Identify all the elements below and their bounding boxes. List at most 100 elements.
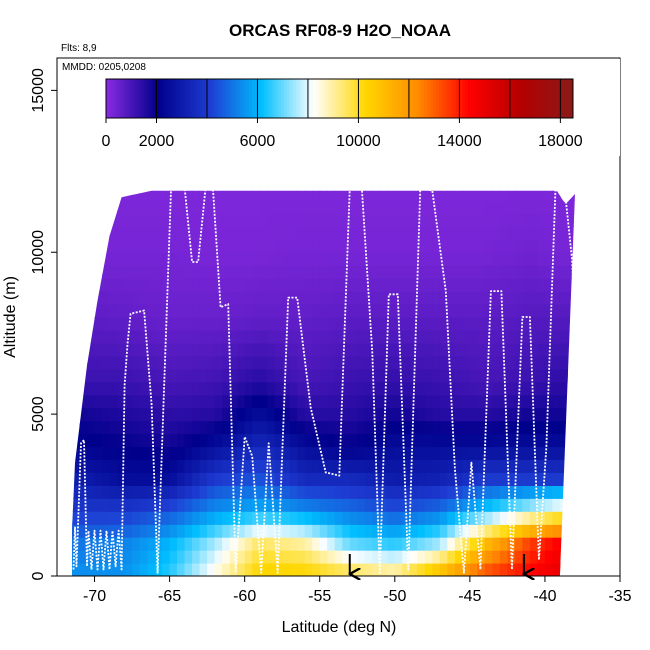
h2o-cell xyxy=(447,368,456,383)
h2o-cell xyxy=(117,200,126,214)
h2o-cell xyxy=(357,304,366,318)
h2o-cell xyxy=(568,162,576,176)
h2o-cell xyxy=(297,162,305,176)
h2o-cell xyxy=(424,342,433,357)
h2o-cell xyxy=(177,239,186,253)
h2o-cell xyxy=(537,342,546,357)
h2o-cell xyxy=(387,200,396,214)
h2o-cell xyxy=(499,511,508,525)
h2o-cell xyxy=(199,485,208,499)
h2o-cell xyxy=(94,446,103,460)
h2o-cell xyxy=(342,200,351,214)
h2o-cell xyxy=(229,190,238,201)
h2o-cell xyxy=(529,498,538,512)
h2o-cell xyxy=(207,355,216,370)
h2o-cell xyxy=(417,407,426,422)
h2o-cell xyxy=(372,563,381,576)
h2o-cell xyxy=(394,342,403,357)
h2o-cell xyxy=(349,317,358,331)
h2o-cell xyxy=(282,511,291,525)
h2o-cell xyxy=(439,498,448,512)
h2o-cell xyxy=(334,226,343,240)
h2o-cell xyxy=(222,446,231,460)
colorbar-segment xyxy=(281,79,285,118)
h2o-cell xyxy=(154,472,163,486)
h2o-cell xyxy=(507,190,516,201)
h2o-cell xyxy=(274,226,283,240)
h2o-cell xyxy=(214,485,223,499)
h2o-cell xyxy=(364,563,373,576)
h2o-cell xyxy=(379,563,388,576)
h2o-cell xyxy=(507,459,516,473)
h2o-cell xyxy=(477,433,486,448)
colorbar-segment xyxy=(438,79,443,118)
h2o-cell xyxy=(177,550,186,564)
colorbar-segment xyxy=(111,79,116,118)
h2o-cell xyxy=(304,381,313,396)
colorbar-segment xyxy=(435,79,440,118)
h2o-cell xyxy=(199,407,208,422)
colorbar-segment xyxy=(354,79,358,118)
h2o-cell xyxy=(499,524,508,538)
h2o-cell xyxy=(387,213,396,227)
h2o-cell xyxy=(424,291,433,305)
h2o-cell xyxy=(424,550,433,564)
h2o-cell xyxy=(559,330,568,344)
colorbar-segment xyxy=(129,79,133,118)
colorbar-segment xyxy=(138,79,142,118)
colorbar-segment xyxy=(488,79,492,118)
h2o-cell xyxy=(259,485,268,499)
h2o-cell xyxy=(184,304,193,318)
flight-track-layer xyxy=(72,186,590,574)
h2o-cell xyxy=(350,175,358,189)
h2o-cell xyxy=(297,420,306,435)
h2o-cell xyxy=(537,190,546,201)
h2o-cell xyxy=(544,317,553,331)
colorbar-segment xyxy=(345,79,349,118)
h2o-cell xyxy=(79,511,88,525)
h2o-cell xyxy=(514,524,523,538)
h2o-cell xyxy=(492,265,501,279)
h2o-cell xyxy=(394,190,403,201)
h2o-cell xyxy=(567,511,575,525)
colorbar-segment xyxy=(330,79,335,118)
h2o-cell xyxy=(72,355,81,370)
h2o-cell xyxy=(117,239,126,253)
h2o-cell xyxy=(447,563,456,576)
h2o-cell xyxy=(439,291,448,305)
h2o-cell xyxy=(499,239,508,253)
h2o-cell xyxy=(274,420,283,435)
h2o-cell xyxy=(312,420,321,435)
colorbar-tick-label: 18000 xyxy=(538,133,583,150)
h2o-cell xyxy=(372,265,381,279)
h2o-cell xyxy=(469,330,478,344)
h2o-cell xyxy=(177,342,186,357)
h2o-cell xyxy=(544,291,553,305)
h2o-cell xyxy=(529,317,538,331)
h2o-cell xyxy=(402,265,411,279)
h2o-cell xyxy=(379,239,388,253)
h2o-cell xyxy=(552,563,561,576)
h2o-cell xyxy=(485,162,493,176)
colorbar-segment xyxy=(132,79,136,118)
h2o-cell xyxy=(409,342,418,357)
h2o-cell xyxy=(514,317,523,331)
h2o-cell xyxy=(402,446,411,460)
h2o-cell xyxy=(124,485,133,499)
h2o-cell xyxy=(379,420,388,435)
colorbar-segment xyxy=(246,79,250,118)
h2o-cell xyxy=(229,563,238,576)
h2o-cell xyxy=(214,550,223,564)
h2o-cell xyxy=(432,511,441,525)
h2o-cell xyxy=(139,330,148,344)
h2o-cell xyxy=(417,381,426,396)
h2o-cell xyxy=(177,226,186,240)
h2o-cell xyxy=(327,498,336,512)
h2o-cell xyxy=(87,213,96,227)
colorbar-tick-label: 14000 xyxy=(437,133,482,150)
h2o-cell xyxy=(568,175,576,189)
h2o-cell xyxy=(72,407,81,422)
h2o-cell xyxy=(440,175,448,189)
colorbar-segment xyxy=(143,79,148,118)
